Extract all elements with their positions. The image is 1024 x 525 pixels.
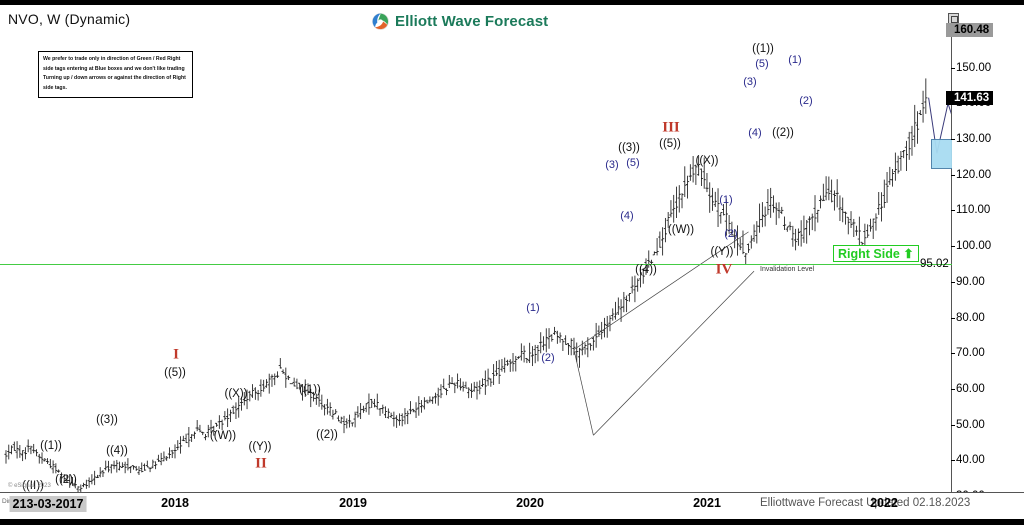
price-tick: 130.00 (950, 133, 992, 146)
disclaimer-box: We prefer to trade only in direction of … (38, 51, 193, 98)
price-tick: 100.00 (950, 240, 992, 253)
price-axis[interactable]: 30.0040.0050.0060.0070.0080.0090.00100.0… (946, 23, 1024, 503)
time-tick: 2021 (693, 496, 721, 510)
copyright-text: © eSignal, 2023 (8, 483, 51, 489)
panel-toggle-icon[interactable] (948, 13, 959, 24)
price-tick: 40.00 (951, 454, 985, 467)
time-axis[interactable]: Dim Elliottwave Forecast Updated 02.18.2… (0, 492, 1024, 513)
brand-name: Elliott Wave Forecast (395, 13, 549, 30)
price-series-svg (4, 78, 951, 496)
time-tick: 213-03-2017 (9, 496, 87, 512)
high-price-tag: 160.48 (946, 23, 994, 38)
price-tick: 80.00 (951, 311, 985, 324)
last-price-tag: 141.63 (946, 90, 994, 105)
time-tick: 2020 (516, 496, 544, 510)
price-tick: 150.00 (950, 61, 992, 74)
price-tick: 120.00 (950, 168, 992, 181)
price-tick: 70.00 (951, 347, 985, 360)
updated-stamp: Elliottwave Forecast Updated 02.18.2023 (760, 497, 971, 509)
plot-area[interactable] (0, 25, 952, 503)
dim-label: Dim (2, 498, 14, 505)
price-tick: 60.00 (951, 382, 985, 395)
time-tick: 2018 (161, 496, 189, 510)
chart-title: NVO, W (Dynamic) (8, 11, 131, 27)
swirl-logo-icon (372, 13, 389, 30)
time-tick: 2022 (870, 496, 898, 510)
brand-logo: Elliott Wave Forecast (372, 13, 548, 30)
price-tick: 90.00 (951, 275, 985, 288)
time-tick: 2019 (339, 496, 367, 510)
price-tick: 110.00 (950, 204, 991, 217)
price-tick: 50.00 (951, 418, 985, 431)
